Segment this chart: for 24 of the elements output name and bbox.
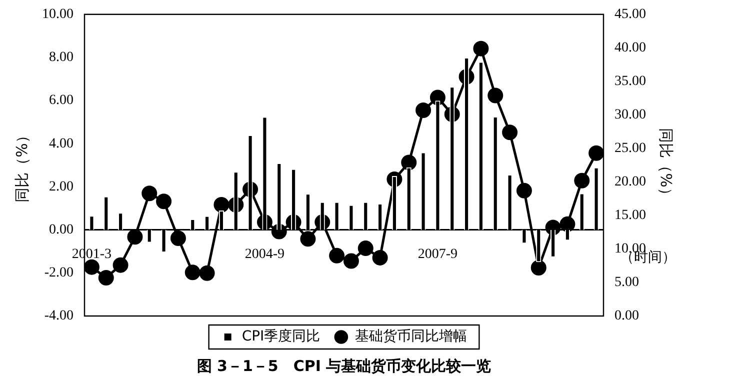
x-tick-label: 2007-9 [418, 246, 458, 262]
y2-tick-label: 15.00 [614, 208, 646, 224]
y-tick-label: -4.00 [44, 308, 74, 324]
y2-tick-label: 20.00 [614, 174, 646, 190]
y-tick-label: 0.00 [49, 222, 74, 238]
text: 图 3－1－5 CPI 与基础货币变化比较一览 [196, 356, 492, 375]
y-tick-label: 8.00 [49, 50, 74, 66]
y-axis-title: 同比（%） [12, 128, 31, 202]
y-tick-label: 6.00 [49, 93, 74, 108]
y2-tick-label: 40.00 [614, 40, 646, 56]
y2-tick-label: 35.00 [614, 74, 646, 90]
y-tick-label: 4.00 [49, 136, 74, 152]
y2-tick-label: 25.00 [614, 141, 646, 156]
y2-tick-label: 30.00 [614, 108, 646, 123]
y2-axis-title: 同比（%） [657, 128, 676, 202]
legend-label: 基础货币同比增幅 [355, 328, 468, 345]
y2-tick-label: 45.00 [614, 7, 646, 22]
legend-label: CPI季度同比 [242, 328, 320, 345]
y2-tick-label: 5.00 [614, 275, 639, 290]
y-tick-label: 2.00 [49, 179, 74, 194]
y2-tick-label: 0.00 [614, 308, 639, 324]
x-tick-label: 2004-9 [244, 246, 285, 262]
y-tick-label: -2.00 [44, 266, 74, 281]
y-tick-label: 10.00 [42, 7, 74, 22]
